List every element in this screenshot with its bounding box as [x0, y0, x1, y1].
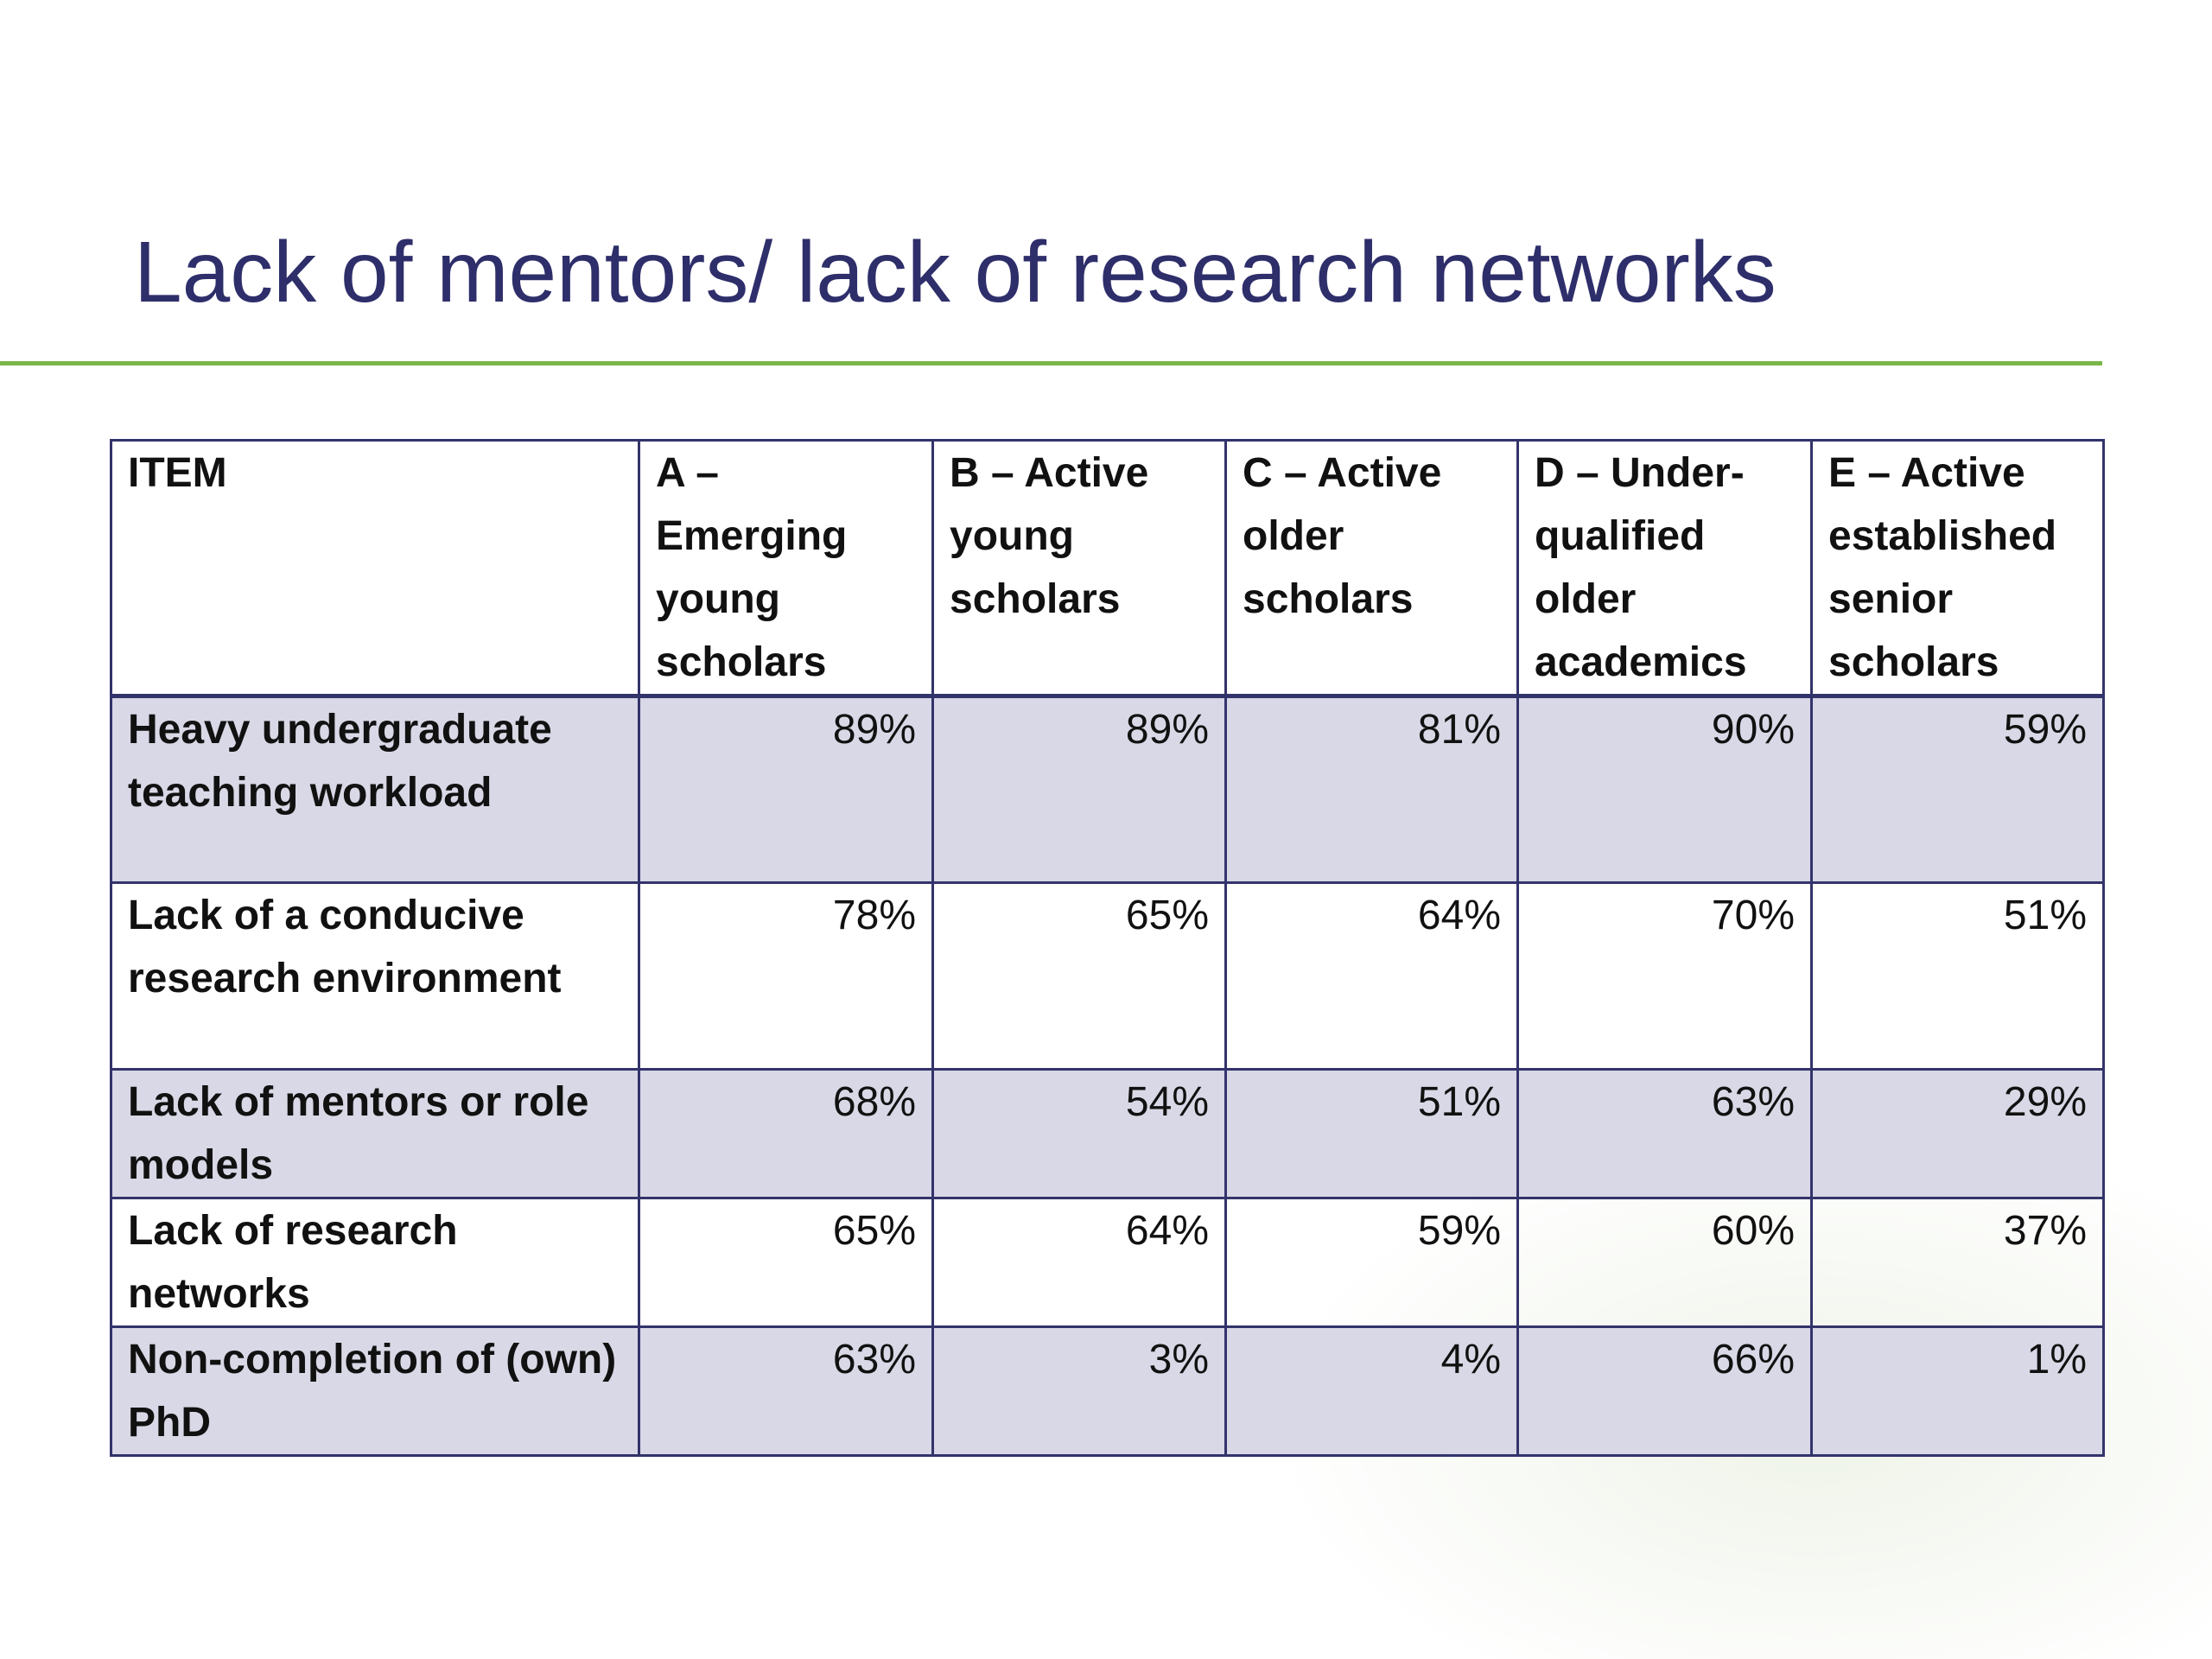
- header-cell: ITEM: [110, 439, 640, 698]
- value-cell: 59%: [1810, 695, 2105, 884]
- value-cell: 1%: [1810, 1325, 2105, 1457]
- value-cell: 81%: [1224, 695, 1519, 884]
- value-cell: 3%: [931, 1325, 1227, 1457]
- value-cell: 78%: [638, 881, 934, 1071]
- value-cell: 51%: [1224, 1068, 1519, 1199]
- header-cell: D – Under-qualified older academics: [1516, 439, 1813, 698]
- value-cell: 29%: [1810, 1068, 2105, 1199]
- value-cell: 63%: [1516, 1068, 1813, 1199]
- value-cell: 65%: [638, 1197, 934, 1328]
- header-row: ITEM A – Emerging young scholars B – Activ…: [110, 439, 2105, 698]
- slide-title: Lack of mentors/ lack of research networ…: [134, 224, 1777, 321]
- value-cell: 54%: [931, 1068, 1227, 1199]
- value-cell: 64%: [1224, 881, 1519, 1071]
- value-cell: 63%: [638, 1325, 934, 1457]
- table-row: Lack of a conducive research environment…: [110, 881, 2105, 1071]
- data-table: ITEM A – Emerging young scholars B – Activ…: [110, 439, 2105, 1457]
- value-cell: 65%: [931, 881, 1227, 1071]
- header-cell: C – Active older scholars: [1224, 439, 1519, 698]
- table-row: Non-completion of (own) PhD 63% 3% 4% 66% 1%: [110, 1325, 2105, 1457]
- value-cell: 51%: [1810, 881, 2105, 1071]
- row-label: Heavy undergraduate teaching workload: [110, 695, 640, 884]
- value-cell: 89%: [931, 695, 1227, 884]
- value-cell: 90%: [1516, 695, 1813, 884]
- value-cell: 60%: [1516, 1197, 1813, 1328]
- table-body: Heavy undergraduate teaching workload 89%…: [110, 695, 2105, 1457]
- header-cell: B – Active young scholars: [931, 439, 1227, 698]
- row-label: Lack of mentors or role models: [110, 1068, 640, 1199]
- value-cell: 68%: [638, 1068, 934, 1199]
- table-row: Lack of research networks 65% 64% 59% 60% 37%: [110, 1197, 2105, 1328]
- row-label: Lack of a conducive research environment: [110, 881, 640, 1071]
- header-cell: A – Emerging young scholars: [638, 439, 934, 698]
- table-row: Heavy undergraduate teaching workload 89%…: [110, 695, 2105, 884]
- header-cell: E – Active established senior scholars: [1810, 439, 2105, 698]
- value-cell: 59%: [1224, 1197, 1519, 1328]
- value-cell: 37%: [1810, 1197, 2105, 1328]
- value-cell: 66%: [1516, 1325, 1813, 1457]
- row-label: Non-completion of (own) PhD: [110, 1325, 640, 1457]
- value-cell: 4%: [1224, 1325, 1519, 1457]
- value-cell: 64%: [931, 1197, 1227, 1328]
- value-cell: 70%: [1516, 881, 1813, 1071]
- table-row: Lack of mentors or role models 68% 54% 51% 6…: [110, 1068, 2105, 1199]
- row-label: Lack of research networks: [110, 1197, 640, 1328]
- value-cell: 89%: [638, 695, 934, 884]
- title-rule: [0, 361, 2102, 365]
